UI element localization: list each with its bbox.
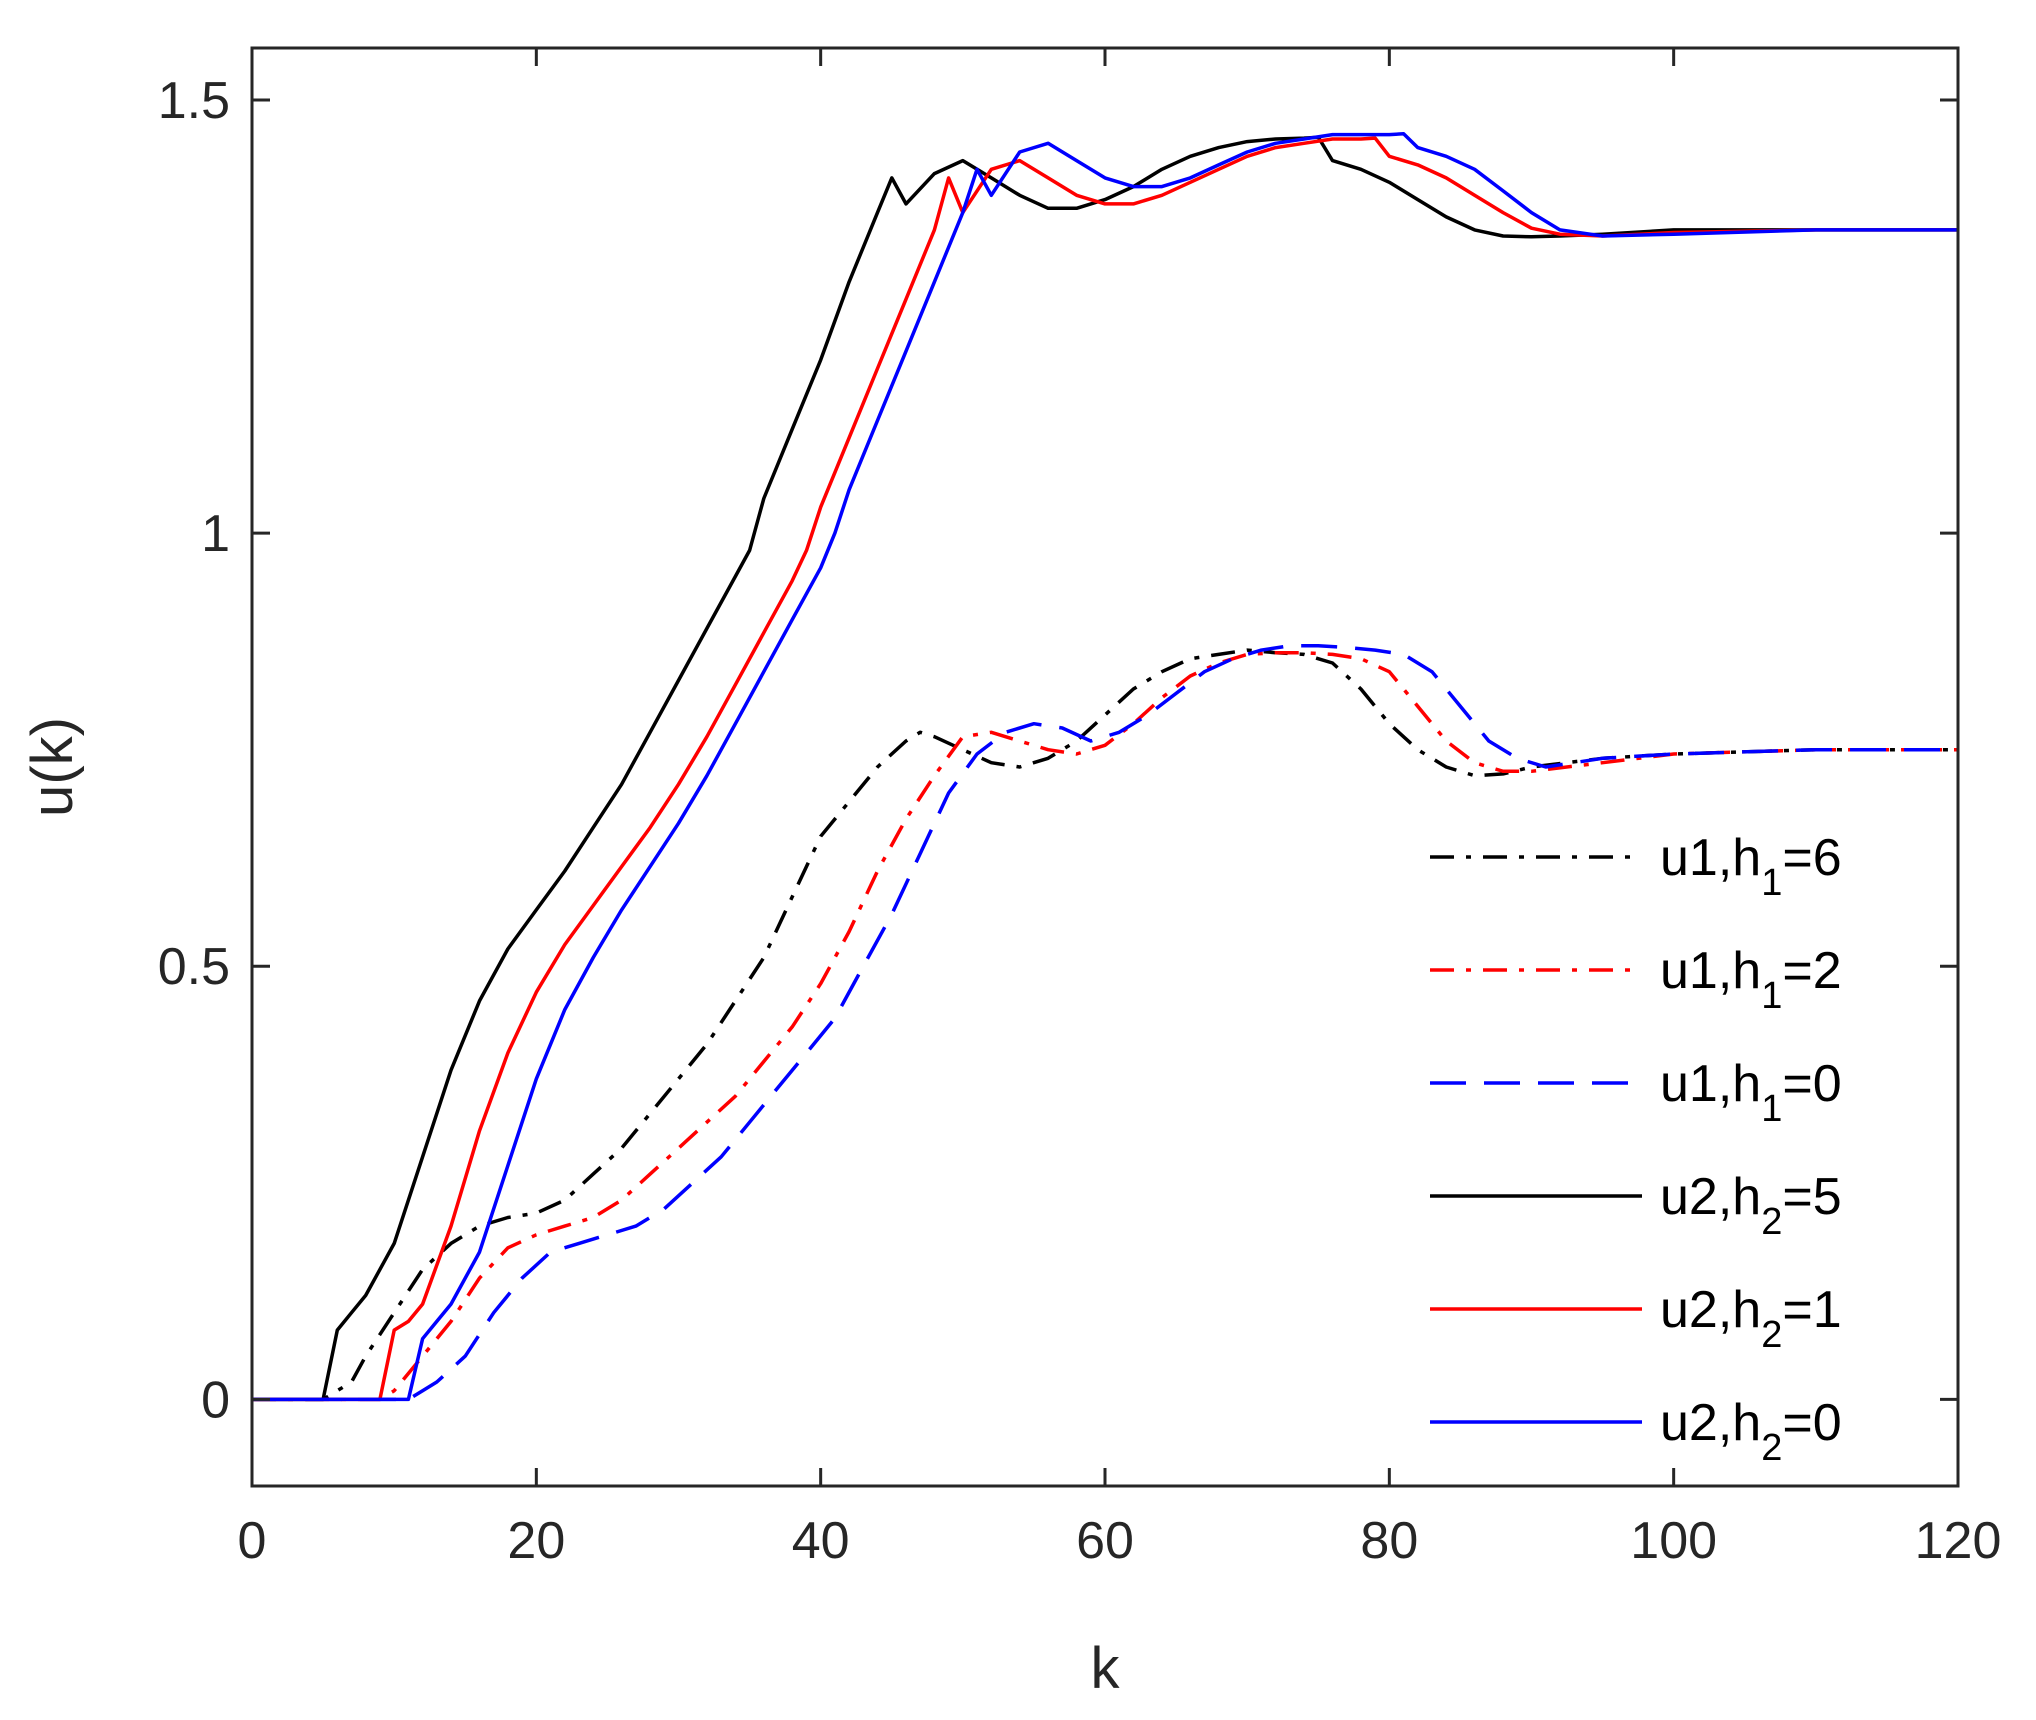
x-axis-label: k xyxy=(1091,1636,1121,1701)
y-tick-label: 1.5 xyxy=(158,72,230,130)
series-line-5 xyxy=(252,136,1958,1402)
legend-label-3: u1,h1=0 xyxy=(1660,1055,1842,1130)
legend-label-4: u2,h2=5 xyxy=(1660,1168,1842,1243)
legend-label-1: u1,h1=6 xyxy=(1660,829,1842,904)
x-tick-label: 80 xyxy=(1360,1512,1418,1570)
x-tick-label: 60 xyxy=(1076,1512,1134,1570)
series-line-2 xyxy=(252,650,1958,1402)
y-tick-label: 0 xyxy=(201,1371,230,1429)
series-line-6 xyxy=(252,132,1958,1402)
y-tick-label: 1 xyxy=(201,505,230,563)
series-line-4 xyxy=(252,135,1958,1402)
series-line-3 xyxy=(252,643,1958,1402)
legend-label-2: u1,h1=2 xyxy=(1660,942,1842,1017)
x-tick-label: 20 xyxy=(507,1512,565,1570)
ticks-layer: 0 20 40 60 80 100 120 0 0.5 1 1.5 xyxy=(158,48,2002,1570)
x-tick-label: 100 xyxy=(1630,1512,1717,1570)
y-tick-label: 0.5 xyxy=(158,938,230,996)
legend: u1,h1=6 u1,h1=2 u1,h1=0 u2,h2=5 u2,h2=1 u2,h2… xyxy=(1430,829,1842,1469)
y-axis-label: u(k) xyxy=(20,717,85,817)
x-tick-label: 120 xyxy=(1915,1512,2002,1570)
x-tick-label: 0 xyxy=(238,1512,267,1570)
x-tick-label: 40 xyxy=(792,1512,850,1570)
series-layer xyxy=(252,132,1958,1402)
legend-label-5: u2,h2=1 xyxy=(1660,1281,1842,1356)
legend-label-6: u2,h2=0 xyxy=(1660,1394,1842,1469)
